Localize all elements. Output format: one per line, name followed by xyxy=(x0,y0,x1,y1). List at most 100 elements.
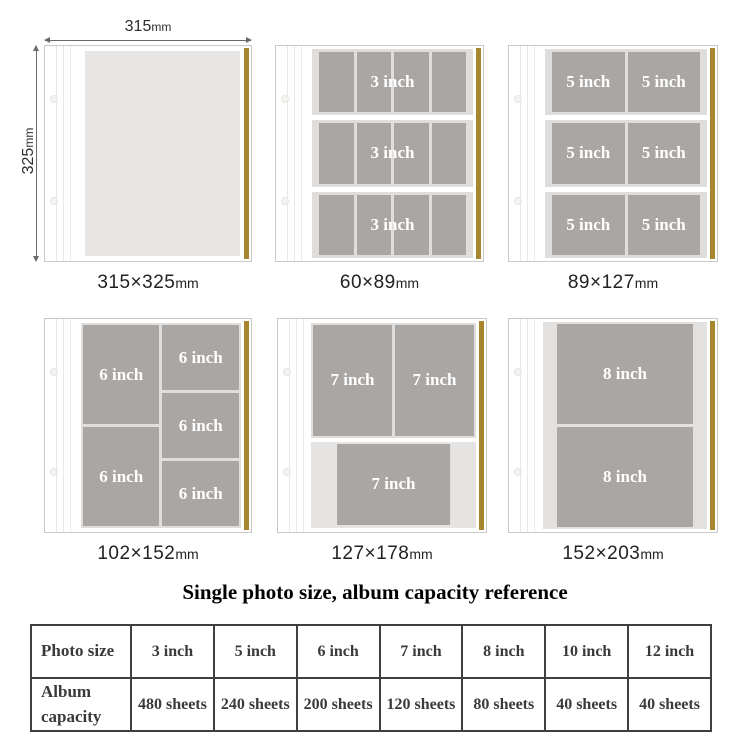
photo-slot xyxy=(431,52,466,113)
dimension-width-value: 315 xyxy=(124,18,152,35)
photo-slot xyxy=(394,52,429,113)
capacity-cell: 80 sheets xyxy=(461,677,547,732)
album-page-5inch: 5 inch 5 inch 5 inch 5 inch 5 inch 5 inc… xyxy=(508,45,718,262)
dimension-height-arrow xyxy=(33,45,39,262)
row-header-photo-size: Photo size xyxy=(30,624,132,679)
binder-hole-icon xyxy=(50,196,58,205)
full-page-pocket xyxy=(85,51,240,256)
photo-slot: 5 inch xyxy=(552,123,625,184)
slot-size-label: 5 inch xyxy=(641,143,686,163)
photo-size-row: Photo size 3 inch 5 inch 6 inch 7 inch 8… xyxy=(30,624,712,679)
binding-strip xyxy=(244,48,249,259)
album-page-7inch: 7 inch 7 inch 7 inch xyxy=(277,318,487,533)
panel-caption: 315×325mm xyxy=(44,272,252,294)
photo-slot xyxy=(431,194,466,255)
caption-size: 60×89 xyxy=(339,272,396,293)
photo-size-cell: 8 inch xyxy=(461,624,547,679)
capacity-cell: 200 sheets xyxy=(295,677,381,732)
photo-slot: 8 inch xyxy=(557,427,693,527)
binder-hole-icon xyxy=(50,367,58,376)
pocket-row: 3 inch xyxy=(312,191,473,258)
album-page-6inch: 6 inch 6 inch 6 inch 6 inch 6 inch xyxy=(44,318,252,533)
slot-size-label: 5 inch xyxy=(641,72,686,92)
pocket-row: 5 inch 5 inch xyxy=(545,120,707,187)
page-title: Single photo size, album capacity refere… xyxy=(182,580,568,604)
binder-hole-icon xyxy=(281,196,289,205)
slot-size-label: 5 inch xyxy=(566,214,611,234)
capacity-table: Photo size 3 inch 5 inch 6 inch 7 inch 8… xyxy=(30,624,712,732)
row-header-album-capacity: Album capacity xyxy=(30,677,132,732)
binder-hole-icon xyxy=(514,367,522,376)
photo-slot xyxy=(356,52,391,113)
binder-hole-icon xyxy=(514,196,522,205)
photo-slot: 5 inch xyxy=(627,123,700,184)
slot-size-label: 6 inch xyxy=(99,466,144,486)
binder-hole-icon xyxy=(514,468,522,477)
binding-edge xyxy=(278,319,312,532)
pocket-grid: 7 inch 7 inch 7 inch xyxy=(311,323,476,528)
caption-size: 152×203 xyxy=(562,543,641,564)
album-page-3inch: 3 inch 3 inch 3 inch xyxy=(275,45,484,262)
binding-strip xyxy=(476,48,481,259)
pocket-grid: 6 inch 6 inch 6 inch 6 inch 6 inch xyxy=(81,323,241,528)
photo-slot xyxy=(356,123,391,184)
photo-slot: 6 inch xyxy=(162,461,239,526)
capacity-cell: 120 sheets xyxy=(378,677,464,732)
panel-caption: 152×203mm xyxy=(508,543,718,565)
binder-hole-icon xyxy=(50,95,58,104)
slot-size-label: 5 inch xyxy=(566,143,611,163)
caption-unit: mm xyxy=(640,546,664,562)
slot-size-label: 7 inch xyxy=(330,370,375,390)
binder-hole-icon xyxy=(281,95,289,104)
pocket-grid: 3 inch 3 inch 3 inch xyxy=(312,49,473,258)
photo-slot: 6 inch xyxy=(162,393,239,458)
dimension-width-label: 315mm xyxy=(44,18,252,36)
pocket-column: 6 inch 6 inch xyxy=(83,325,160,526)
album-capacity-row: Album capacity 480 sheets 240 sheets 200… xyxy=(30,677,712,732)
capacity-cell: 240 sheets xyxy=(212,677,298,732)
photo-size-cell: 5 inch xyxy=(212,624,298,679)
binding-strip xyxy=(244,321,249,530)
dimension-height-unit: mm xyxy=(22,127,36,148)
caption-size: 127×178 xyxy=(331,543,410,564)
capacity-cell: 40 sheets xyxy=(544,677,630,732)
photo-size-cell: 3 inch xyxy=(130,624,215,679)
photo-slot: 5 inch xyxy=(627,194,700,255)
caption-unit: mm xyxy=(395,275,420,291)
photo-slot: 5 inch xyxy=(552,52,625,113)
slot-size-label: 3 inch xyxy=(370,72,415,92)
photo-slot: 6 inch xyxy=(83,427,160,526)
pocket-row: 5 inch 5 inch xyxy=(545,191,707,258)
capacity-cell: 40 sheets xyxy=(627,677,712,732)
pocket-column: 6 inch 6 inch 6 inch xyxy=(162,325,239,526)
slot-size-label: 7 inch xyxy=(371,474,416,494)
binder-hole-icon xyxy=(283,367,291,376)
binding-edge xyxy=(276,46,310,261)
photo-slot: 5 inch xyxy=(552,194,625,255)
slot-size-label: 6 inch xyxy=(99,364,144,384)
photo-slot: 7 inch xyxy=(336,443,451,525)
pocket-row: 3 inch xyxy=(312,49,473,116)
binding-strip xyxy=(479,321,484,530)
binder-hole-icon xyxy=(514,95,522,104)
slot-size-label: 6 inch xyxy=(178,347,223,367)
photo-slot: 6 inch xyxy=(83,325,160,424)
binding-edge xyxy=(45,46,85,261)
photo-size-cell: 10 inch xyxy=(544,624,630,679)
pocket-row: 7 inch 7 inch xyxy=(311,323,476,438)
slot-size-label: 7 inch xyxy=(412,370,457,390)
slot-size-label: 6 inch xyxy=(178,483,223,503)
caption-size: 102×152 xyxy=(97,543,176,564)
pocket-grid: 5 inch 5 inch 5 inch 5 inch 5 inch 5 inc… xyxy=(545,49,707,258)
photo-slot xyxy=(356,194,391,255)
capacity-cell: 480 sheets xyxy=(130,677,215,732)
slot-size-label: 3 inch xyxy=(370,214,415,234)
photo-size-cell: 6 inch xyxy=(295,624,381,679)
caption-unit: mm xyxy=(175,546,199,562)
panel-caption: 89×127mm xyxy=(508,272,718,294)
pocket-row: 5 inch 5 inch xyxy=(545,49,707,116)
slot-size-label: 5 inch xyxy=(641,214,686,234)
panel-caption: 60×89mm xyxy=(275,272,484,294)
caption-size: 89×127 xyxy=(567,272,635,293)
